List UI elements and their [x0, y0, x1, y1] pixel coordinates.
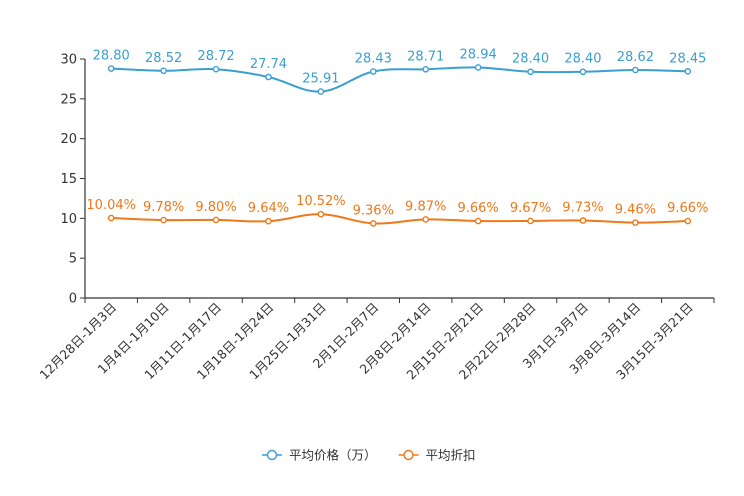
series-1: 28.80 28.52 28.72 27.74 25.91 28.43 28.71 28.94…	[93, 47, 706, 95]
data-point[interactable]	[684, 68, 692, 75]
data-point[interactable]	[317, 210, 325, 218]
y-tick-label: 30	[60, 53, 77, 68]
data-label: 28.80	[93, 49, 130, 64]
data-point[interactable]	[212, 216, 220, 224]
data-label: 9.64%	[248, 201, 289, 216]
legend[interactable]: 平均价格（万） 平均折扣	[262, 448, 476, 463]
data-point[interactable]	[107, 65, 115, 72]
series-line	[111, 213, 688, 225]
legend-label: 平均折扣	[426, 448, 476, 463]
y-tick-label: 20	[60, 132, 77, 147]
data-label: 9.66%	[667, 201, 708, 216]
y-axis: 0 5 10 15 20 25 30	[60, 53, 86, 307]
data-point[interactable]	[160, 216, 167, 224]
data-label: 10.52%	[296, 194, 346, 209]
data-point[interactable]	[684, 217, 692, 225]
legend-marker-icon	[266, 449, 278, 461]
data-label: 9.80%	[195, 200, 236, 215]
data-point[interactable]	[474, 217, 482, 225]
data-point[interactable]	[369, 68, 377, 75]
data-point[interactable]	[317, 88, 325, 95]
y-tick-label: 25	[60, 92, 77, 107]
data-point[interactable]	[422, 216, 430, 223]
series-layer: 28.80 28.52 28.72 27.74 25.91 28.43 28.71 28.94…	[86, 47, 708, 227]
data-label: 28.40	[512, 52, 549, 67]
y-tick-label: 5	[69, 252, 77, 267]
data-point[interactable]	[369, 220, 377, 227]
y-tick-label: 0	[69, 292, 77, 307]
data-point[interactable]	[632, 219, 639, 226]
data-label: 28.45	[669, 51, 706, 66]
data-point[interactable]	[212, 65, 220, 73]
data-point[interactable]	[474, 64, 482, 71]
legend-label: 平均价格（万）	[289, 448, 377, 463]
series-line	[111, 66, 688, 93]
legend-item-1[interactable]: 平均价格（万）	[262, 448, 377, 463]
data-label: 9.73%	[562, 200, 603, 215]
data-point[interactable]	[422, 65, 430, 73]
data-point[interactable]	[579, 217, 587, 224]
data-label: 10.04%	[86, 198, 136, 213]
data-point[interactable]	[527, 217, 534, 225]
series-2: 10.04% 9.78% 9.80% 9.64% 10.52% 9.36% 9.87% 9.6…	[86, 194, 708, 227]
legend-item-2[interactable]: 平均折扣	[398, 448, 476, 463]
data-point[interactable]	[632, 66, 639, 74]
data-label: 9.66%	[457, 201, 498, 216]
data-label: 28.71	[407, 49, 444, 64]
data-point[interactable]	[107, 214, 115, 222]
data-label: 9.46%	[615, 203, 656, 218]
data-label: 28.62	[617, 50, 654, 65]
data-label: 25.91	[302, 72, 339, 87]
data-label: 9.78%	[143, 200, 184, 215]
data-point[interactable]	[527, 68, 534, 76]
data-label: 9.87%	[405, 199, 446, 214]
data-point[interactable]	[160, 67, 167, 75]
data-label: 28.94	[460, 47, 497, 62]
y-tick-label: 15	[60, 172, 77, 187]
data-label: 28.72	[197, 49, 234, 64]
data-label: 28.52	[145, 51, 182, 66]
data-point[interactable]	[265, 73, 272, 81]
x-axis: 12月28日-1月3日1月4日-1月10日1月11日-1月17日1月18日-1月…	[36, 297, 715, 382]
data-label: 9.36%	[353, 203, 394, 218]
data-label: 28.40	[564, 52, 601, 67]
data-point[interactable]	[265, 217, 272, 225]
data-point[interactable]	[579, 68, 587, 76]
data-label: 9.67%	[510, 201, 551, 216]
legend-marker-icon	[403, 449, 414, 461]
y-tick-label: 10	[60, 212, 77, 227]
data-label: 28.43	[355, 52, 392, 67]
data-label: 27.74	[250, 57, 287, 72]
